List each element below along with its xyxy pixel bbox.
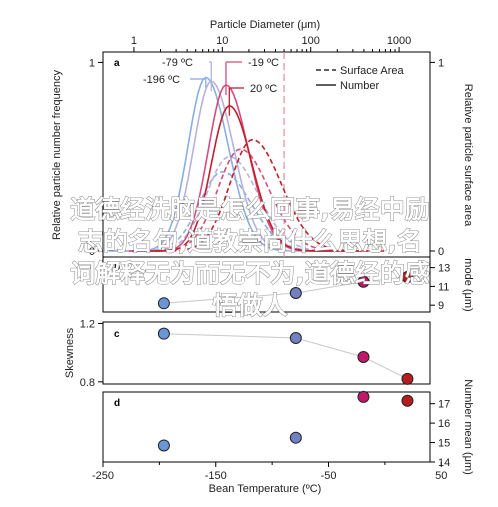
- x-tick-label: -150: [205, 470, 227, 482]
- panel-d-point: [401, 394, 414, 407]
- panel-c-letter: c: [114, 329, 120, 340]
- panel-d-letter: d: [114, 398, 120, 409]
- panel-c-point: [357, 351, 370, 364]
- top-tick-label: 100: [302, 35, 320, 47]
- panel-c-tick-label: 0.8: [80, 377, 95, 389]
- panel-b-frame: [102, 256, 431, 313]
- overlay-line-4: 悟做人: [212, 291, 287, 320]
- panel-c-left-axis-label: Skewness: [64, 327, 76, 378]
- panel-d-tick-label: 16: [438, 418, 450, 430]
- top-tick-label: 1: [131, 35, 137, 47]
- top-tick-label: 10: [216, 35, 228, 47]
- number-curve: [132, 104, 362, 252]
- panel-b-letter: b: [114, 262, 120, 273]
- panel-b-point: [289, 286, 302, 299]
- panel-a-right-tick-label: 1: [438, 57, 444, 69]
- panel-a-left-axis-label: Relative particle number frequency: [51, 70, 63, 240]
- panel-b-point: [401, 271, 414, 284]
- top-axis-label: Particle Diameter (μm): [210, 19, 320, 31]
- panel-a-right-tick-label: 0: [438, 246, 444, 258]
- panel-d-point: [357, 390, 370, 403]
- temperature-label: -79 ºC: [162, 57, 193, 69]
- panel-b-tick-label: 9: [438, 300, 444, 312]
- surface-area-curve: [155, 138, 386, 252]
- panel-d-frame: [102, 391, 431, 463]
- panel-a-letter: a: [114, 58, 120, 69]
- panel-b-point: [157, 297, 170, 310]
- panel-c-point: [157, 327, 170, 340]
- x-tick-label: -50: [321, 470, 337, 482]
- panel-b-tick-label: 11: [438, 281, 449, 293]
- temperature-label: 20 ºC: [250, 83, 277, 95]
- overlay-line-2: 志的名句,道教崇尚什么思想,名: [78, 227, 422, 256]
- panel-d-tick-label: 15: [438, 438, 450, 450]
- panel-b-tick-label: 13: [438, 263, 450, 275]
- x-axis-label: Bean Temperature (ºC): [209, 483, 322, 495]
- panel-b-right-axis-label: mode (μm): [462, 258, 474, 311]
- panel-c-point: [401, 372, 414, 385]
- panel-d-point: [157, 439, 170, 452]
- x-tick-label: -250: [92, 470, 114, 482]
- legend-number: Number: [340, 80, 379, 92]
- temperature-label: -19 ºC: [248, 57, 279, 69]
- panel-a-left-tick-label: 0: [89, 246, 95, 258]
- panel-a-left-tick-label: 1: [89, 57, 95, 69]
- temperature-label: -196 ºC: [143, 74, 180, 86]
- top-tick-label: 1000: [387, 35, 411, 47]
- panel-c-frame: [102, 321, 431, 385]
- panel-b-connector: [163, 276, 408, 304]
- overlay-text: 道德经洗脑是怎么回事,易经中励 志的名句,道教崇尚什么思想,名 词解释无为而无不…: [70, 195, 430, 321]
- panel-c-connector: [163, 333, 408, 380]
- panel-c-tick-label: 1.2: [80, 318, 95, 330]
- panel-d-tick-label: 14: [438, 457, 450, 469]
- panel-c-point: [289, 332, 302, 345]
- legend-surface-area: Surface Area: [340, 65, 404, 77]
- panel-d-right-axis-label: Number mean (μm): [462, 379, 474, 475]
- overlay-line-1: 道德经洗脑是怎么回事,易经中励: [70, 195, 430, 224]
- x-tick-label: 50: [435, 470, 447, 482]
- overlay-line-3: 词解释无为而无不为,道德经的感: [70, 259, 430, 288]
- panel-d-point: [289, 431, 302, 444]
- panel-d-tick-label: 17: [438, 399, 450, 411]
- panel-b-point: [357, 275, 370, 288]
- panel-a-right-axis-label: Relative particle surface area: [462, 84, 474, 227]
